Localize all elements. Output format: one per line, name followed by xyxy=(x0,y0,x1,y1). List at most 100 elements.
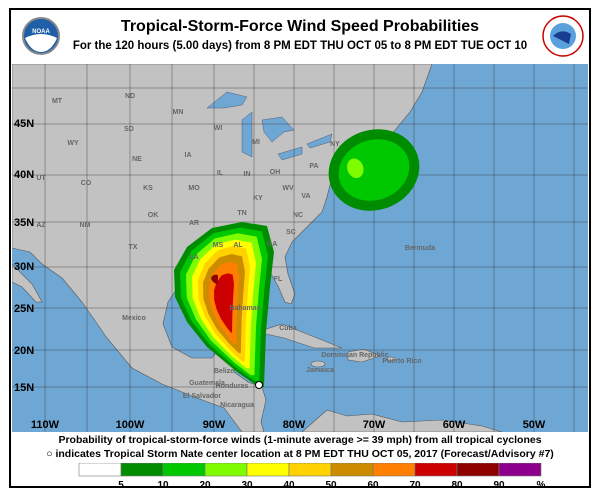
svg-text:NOAA: NOAA xyxy=(32,29,50,35)
region-label: WI xyxy=(214,125,223,132)
region-label: OH xyxy=(270,169,281,176)
longitude-label: 110W xyxy=(31,419,60,431)
region-label: MS xyxy=(213,242,224,249)
region-label: AR xyxy=(189,220,199,227)
legend-label: 5 xyxy=(118,480,124,491)
northeast-contour-20-pct xyxy=(347,158,364,179)
region-label: UT xyxy=(36,175,46,182)
region-label: Dominican Republic xyxy=(321,352,388,359)
probability-legend: 5 10 20 30 40 50 60 70 80 90% xyxy=(78,463,546,491)
region-label: SD xyxy=(124,126,134,133)
legend-label: 20 xyxy=(199,480,211,491)
baja xyxy=(12,263,43,303)
region-label: MI xyxy=(252,139,260,146)
wind-probability-contours xyxy=(174,129,420,387)
legend-label: 80 xyxy=(451,480,463,491)
legend-swatch xyxy=(120,463,164,477)
legend-swatch xyxy=(288,463,332,477)
latitude-label: 25N xyxy=(14,303,34,315)
legend-swatch xyxy=(246,463,290,477)
legend-swatch xyxy=(78,463,122,477)
region-label: NE xyxy=(132,156,142,163)
region-label: OK xyxy=(148,212,159,219)
region-label: CO xyxy=(81,180,92,187)
longitude-label: 70W xyxy=(363,419,386,431)
region-label: Jamaica xyxy=(306,367,334,374)
cuba xyxy=(255,323,343,349)
region-labels: MT ND MN WI MI NY WY SD IA NE PA UT CO KS MO IL IN OH WV VA… xyxy=(36,93,435,409)
region-label: Bahamas xyxy=(229,305,260,312)
legend-swatch xyxy=(498,463,542,477)
region-label: IN xyxy=(244,171,251,178)
legend-label: 30 xyxy=(241,480,253,491)
product-frame: NOAA Tropical-Storm-Force Wind Speed Pro… xyxy=(9,8,591,491)
puerto-rico xyxy=(386,356,396,362)
region-label: MN xyxy=(173,109,184,116)
nws-logo xyxy=(542,15,584,57)
legend-label: 90 xyxy=(493,480,505,491)
storm-center-circle-icon: ○ xyxy=(46,448,56,460)
latitude-label: 40N xyxy=(14,169,34,181)
region-label: Guatemala xyxy=(189,380,225,387)
region-label: NY xyxy=(330,141,340,148)
region-label: WY xyxy=(67,140,79,147)
region-label: NM xyxy=(80,222,91,229)
storm-center-marker xyxy=(255,381,263,389)
region-label: KY xyxy=(253,195,263,202)
region-label: SC xyxy=(286,229,296,236)
region-label: IL xyxy=(217,170,224,177)
axis-labels: 45N 40N 35N 30N 25N 20N 15N 110W 100W 90W 80W 70W 60… xyxy=(14,118,546,431)
latitude-label: 45N xyxy=(14,118,34,130)
contour-70-pct xyxy=(214,273,234,333)
jamaica xyxy=(310,360,326,368)
region-label: AZ xyxy=(36,222,46,229)
legend-swatch xyxy=(456,463,500,477)
footer-storm-note: ○ indicates Tropical Storm Nate center l… xyxy=(11,448,589,460)
legend-swatch xyxy=(372,463,416,477)
footer-description: Probability of tropical-storm-force wind… xyxy=(58,434,542,446)
noaa-logo: NOAA xyxy=(22,17,60,55)
region-label: NC xyxy=(293,212,303,219)
latitude-label: 15N xyxy=(14,382,34,394)
longitude-label: 80W xyxy=(283,419,306,431)
map-subtitle: For the 120 hours (5.00 days) from 8 PM … xyxy=(72,40,528,52)
contour-80-pct xyxy=(211,274,219,285)
longitude-label: 90W xyxy=(203,419,226,431)
region-label: Nicaragua xyxy=(220,402,254,409)
legend-label: % xyxy=(537,480,546,491)
latitude-label: 20N xyxy=(14,345,34,357)
region-label: ND xyxy=(125,93,135,100)
region-label: LA xyxy=(189,254,198,261)
latitude-label: 35N xyxy=(14,217,34,229)
region-label: KS xyxy=(143,185,153,192)
map-title: Tropical-Storm-Force Wind Speed Probabil… xyxy=(120,18,480,35)
region-label: AL xyxy=(233,242,243,249)
legend-swatch xyxy=(162,463,206,477)
legend-label: 40 xyxy=(283,480,295,491)
legend-swatch xyxy=(414,463,458,477)
legend-label: 70 xyxy=(409,480,421,491)
longitude-label: 50W xyxy=(523,419,546,431)
region-label: TX xyxy=(129,244,138,251)
legend-label: 10 xyxy=(157,480,169,491)
great-lakes xyxy=(206,91,333,161)
region-label: MT xyxy=(52,98,63,105)
latitude-label: 30N xyxy=(14,261,34,273)
longitude-label: 100W xyxy=(116,419,145,431)
region-label: Cuba xyxy=(279,325,297,332)
footer-storm-text: indicates Tropical Storm Nate center loc… xyxy=(55,448,554,460)
region-label: GA xyxy=(267,241,278,248)
legend-label: 60 xyxy=(367,480,379,491)
region-label: Mexico xyxy=(122,315,146,322)
region-label: Honduras xyxy=(216,383,249,390)
region-label: IA xyxy=(185,152,192,159)
region-label: MO xyxy=(188,185,200,192)
region-label: VA xyxy=(301,193,310,200)
region-label: TN xyxy=(237,210,246,217)
northeast-contour-10-pct xyxy=(338,139,410,201)
longitude-label: 60W xyxy=(443,419,466,431)
legend-swatch xyxy=(204,463,248,477)
region-label: El Salvador xyxy=(183,393,221,400)
region-label: WV xyxy=(282,185,294,192)
probability-map: MT ND MN WI MI NY WY SD IA NE PA UT CO KS MO IL IN OH WV VA… xyxy=(12,64,588,432)
